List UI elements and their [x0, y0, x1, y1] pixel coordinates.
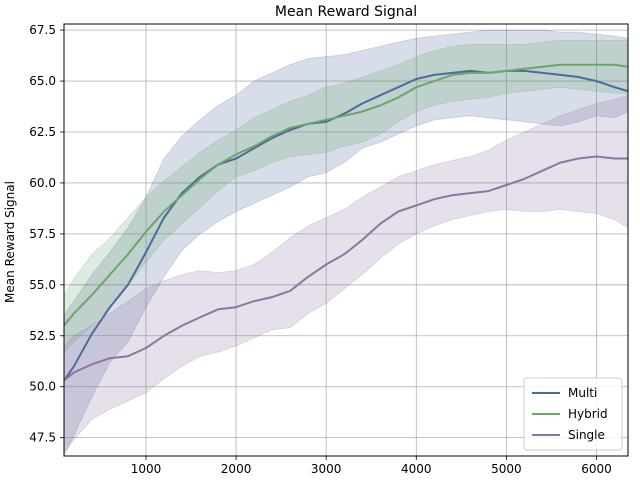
- y-tick-label: 65.0: [29, 74, 56, 88]
- legend-label-hybrid: Hybrid: [568, 407, 608, 421]
- y-tick-label: 57.5: [29, 227, 56, 241]
- y-tick-label: 47.5: [29, 431, 56, 445]
- y-axis-label: Mean Reward Signal: [3, 181, 17, 303]
- y-tick-label: 60.0: [29, 176, 56, 190]
- series-layer: [64, 29, 628, 456]
- series-band-hybrid: [64, 39, 628, 353]
- series-line-hybrid: [64, 63, 628, 327]
- plot-frame: [63, 23, 629, 457]
- series-band-single: [64, 94, 628, 453]
- y-tick-label: 55.0: [29, 278, 56, 292]
- y-tick-label: 67.5: [29, 23, 56, 37]
- y-tick-label: 52.5: [29, 329, 56, 343]
- x-tick-label: 1000: [131, 462, 162, 476]
- y-tick-label: 62.5: [29, 125, 56, 139]
- legend-label-single: Single: [568, 428, 605, 442]
- x-tick-label: 2000: [221, 462, 252, 476]
- legend-label-multi: Multi: [568, 386, 597, 400]
- series-line-multi: [64, 69, 628, 382]
- chart-title: Mean Reward Signal: [275, 4, 417, 20]
- legend: Multi Hybrid Single: [523, 377, 623, 451]
- series-band-multi: [64, 29, 628, 456]
- x-tick-label: 5000: [491, 462, 522, 476]
- x-tick-label: 4000: [401, 462, 432, 476]
- x-tick-label: 6000: [581, 462, 612, 476]
- plot-area: 1000 2000 3000 4000 5000 6000 47.5 50.0 52.5 55.0…: [29, 23, 629, 476]
- y-tick-label: 50.0: [29, 380, 56, 394]
- x-tick-label: 3000: [311, 462, 342, 476]
- series-line-single: [64, 155, 628, 382]
- legend-box: [523, 377, 623, 451]
